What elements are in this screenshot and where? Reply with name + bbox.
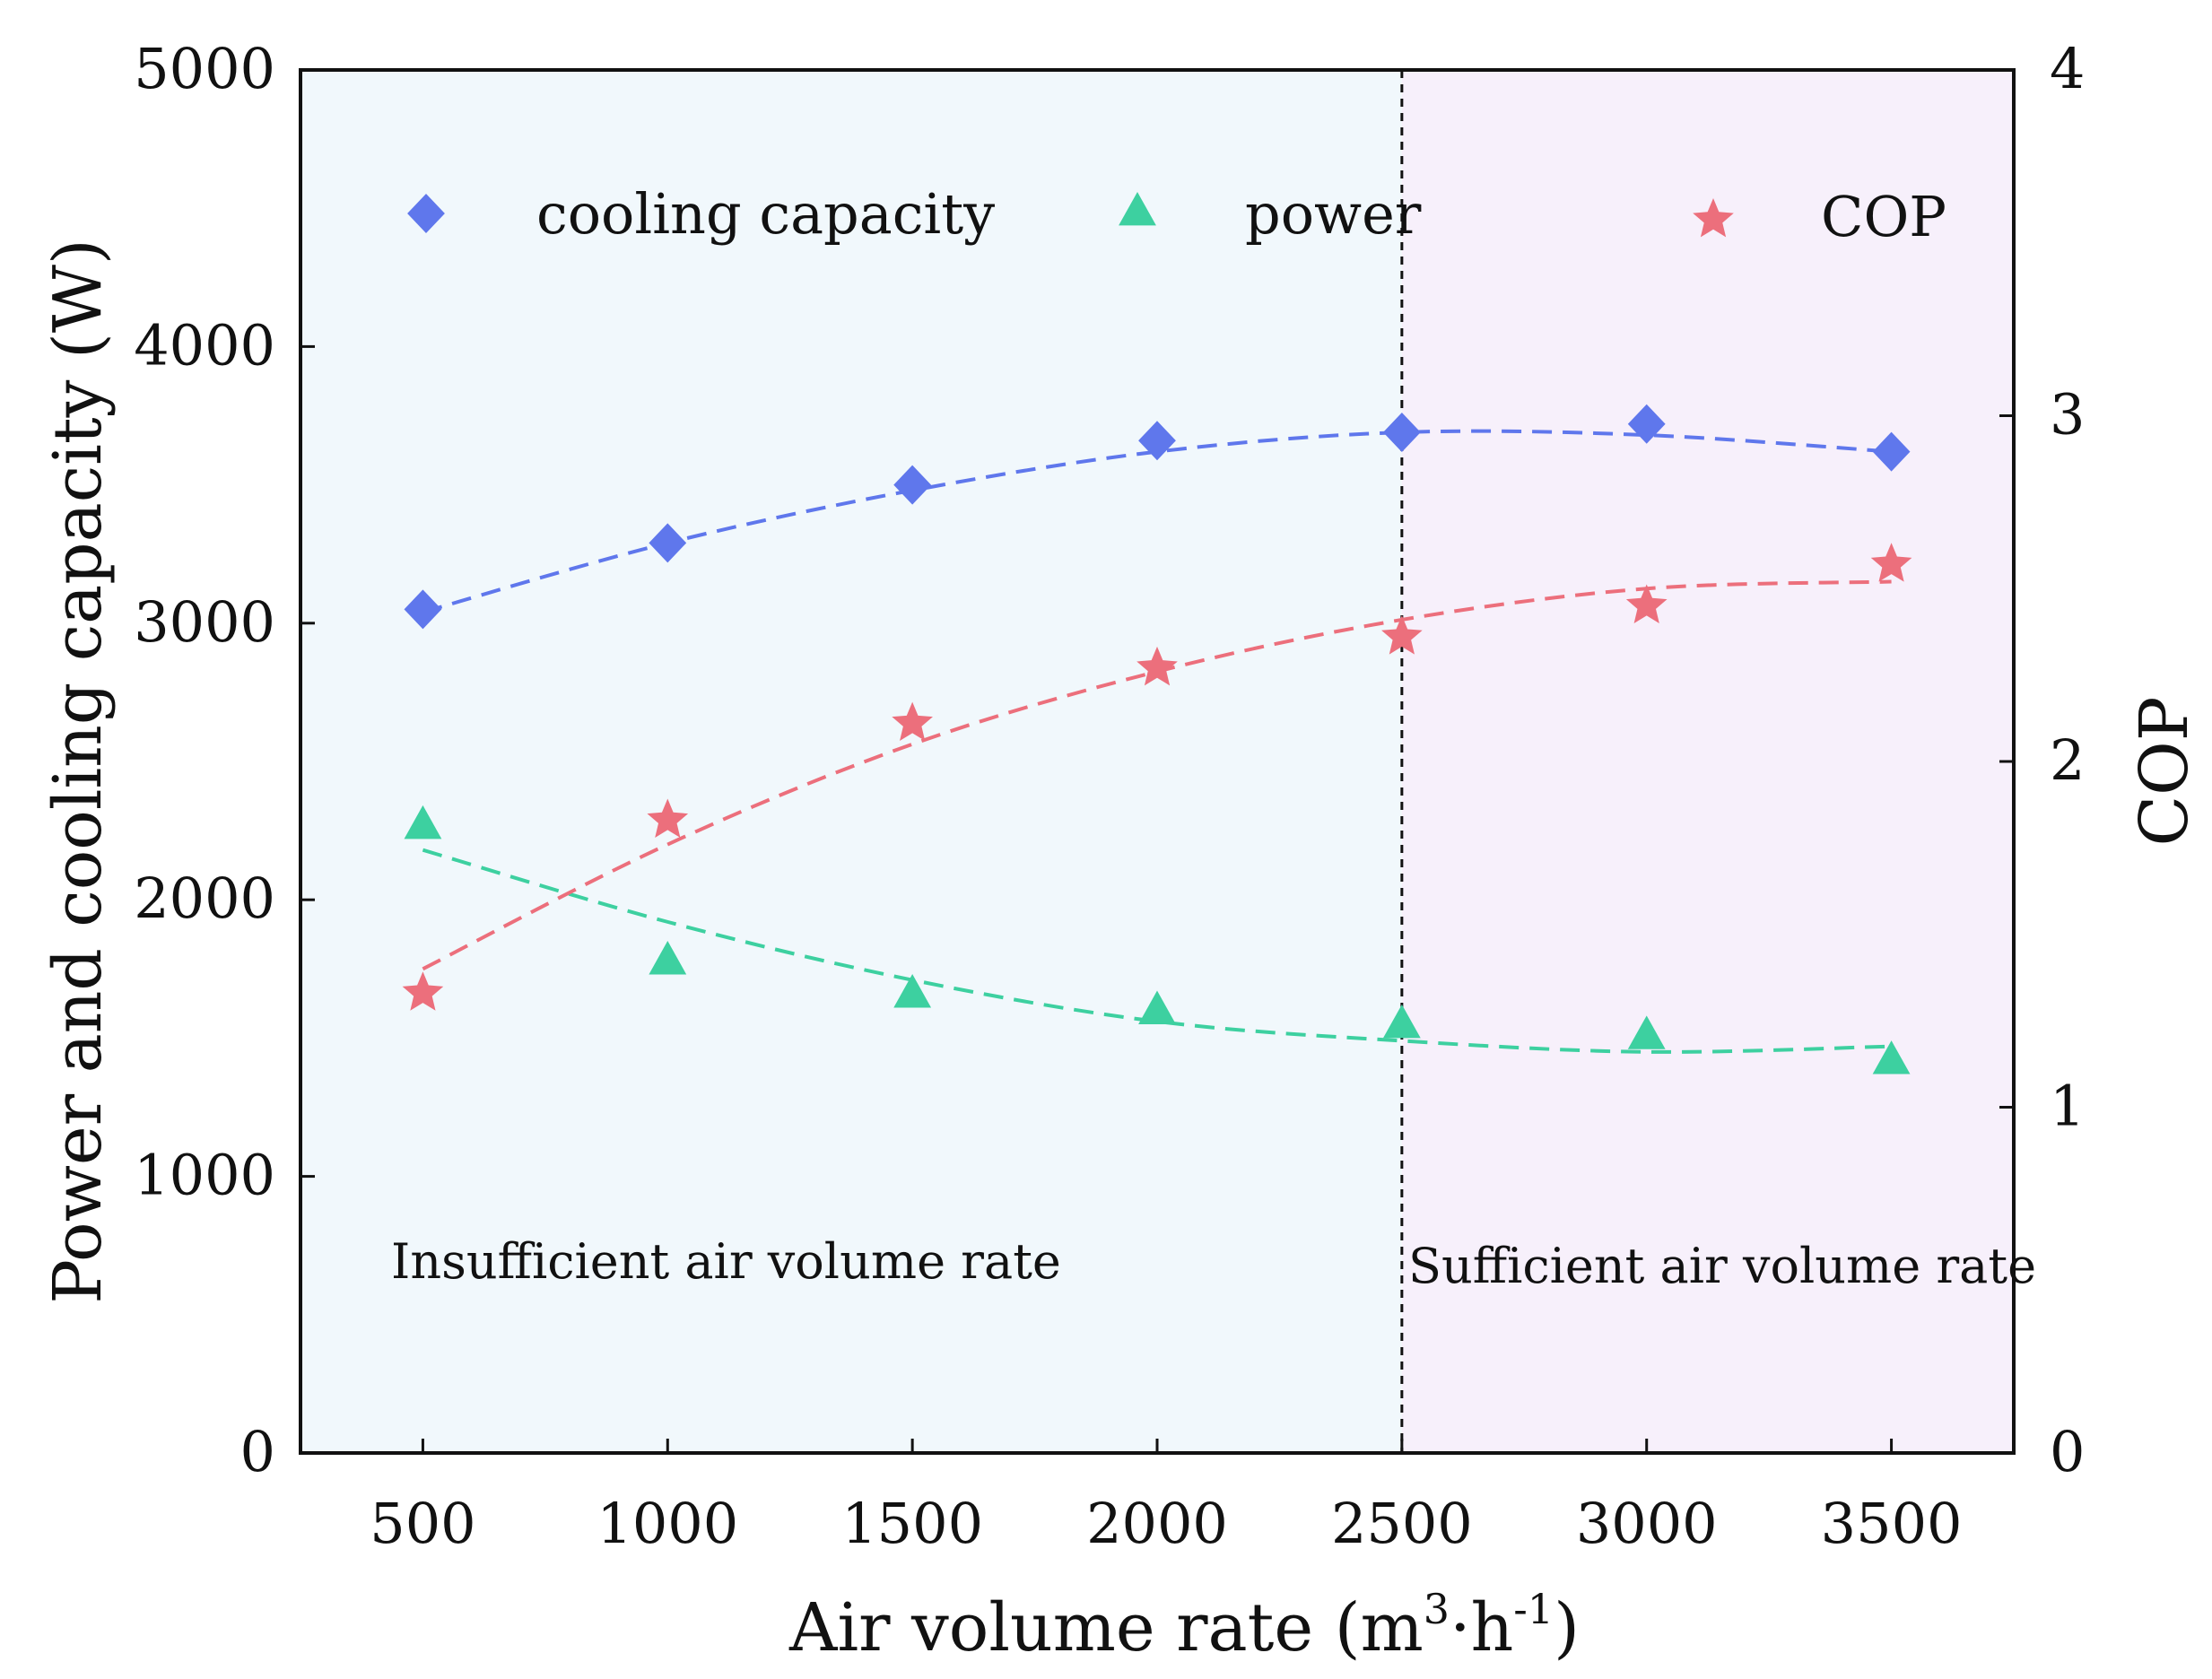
data-point-cop — [892, 701, 933, 742]
data-point-cooling-capacity — [893, 465, 932, 505]
legend: cooling capacity power COP — [407, 181, 1946, 249]
sufficient-region-background — [1401, 70, 2014, 1453]
data-point-cooling-capacity — [1138, 421, 1176, 461]
data-point-power — [404, 805, 442, 840]
data-point-cop — [1870, 543, 1912, 582]
x-tick-label: 3000 — [1576, 1491, 1718, 1556]
data-point-cooling-capacity — [404, 589, 442, 630]
x-tick-label: 1000 — [597, 1491, 738, 1556]
data-point-power — [1382, 1004, 1421, 1039]
right-y-tick-label: 2 — [2050, 727, 2085, 793]
data-point-power — [1138, 990, 1176, 1024]
data-point-cop — [402, 971, 444, 1011]
region-label-insufficient: Insufficient air volume rate — [391, 1233, 1061, 1290]
data-point-cop — [1381, 615, 1423, 655]
legend-label-power: power — [1245, 181, 1422, 247]
fit-line-power — [422, 848, 1892, 1054]
right-y-axis-title: COP — [2126, 696, 2203, 846]
x-tick-label: 3500 — [1821, 1491, 1963, 1556]
data-point-cooling-capacity — [1382, 413, 1421, 453]
right-y-tick-label: 0 — [2050, 1419, 2085, 1484]
x-tick-label: 1500 — [841, 1491, 983, 1556]
data-point-power — [893, 974, 932, 1008]
left-y-tick-label: 5000 — [134, 36, 275, 101]
left-y-tick-label: 1000 — [134, 1143, 275, 1208]
right-y-tick-label: 1 — [2050, 1074, 2085, 1139]
data-point-cop — [1625, 584, 1668, 623]
data-point-power — [1627, 1015, 1666, 1049]
data-markers — [402, 404, 1912, 1074]
left-y-axis-ticks: 0 1000 2000 3000 4000 5000 — [134, 36, 315, 1484]
data-point-cooling-capacity — [1872, 431, 1911, 472]
legend-label-cop: COP — [1821, 184, 1946, 249]
data-point-cop — [647, 798, 689, 838]
left-y-axis-title: Power and cooling capacity (W) — [39, 239, 117, 1304]
x-axis-ticks: 500 1000 1500 2000 2500 3000 3500 — [370, 1439, 1962, 1556]
data-point-cop — [1136, 646, 1178, 686]
legend-marker-power — [1119, 192, 1156, 226]
region-label-sufficient: Sufficient air volume rate — [1408, 1238, 2036, 1294]
right-y-axis-ticks: 0 1 2 3 4 — [1999, 36, 2085, 1484]
legend-marker-cooling-capacity — [407, 194, 445, 233]
left-y-tick-label: 0 — [240, 1419, 275, 1484]
left-y-tick-label: 2000 — [134, 866, 275, 931]
right-y-tick-label: 4 — [2050, 36, 2085, 101]
legend-marker-cop — [1693, 198, 1734, 238]
right-y-tick-label: 3 — [2050, 382, 2085, 448]
data-point-power — [1872, 1040, 1911, 1074]
x-tick-label: 500 — [370, 1491, 475, 1556]
x-tick-label: 2500 — [1331, 1491, 1473, 1556]
insufficient-region-background — [300, 70, 1402, 1453]
data-point-power — [649, 941, 687, 975]
left-y-tick-label: 4000 — [134, 312, 275, 378]
x-axis-title: Air volume rate (m3·h-1) — [788, 1585, 1580, 1666]
data-point-cooling-capacity — [649, 523, 687, 563]
x-tick-label: 2000 — [1086, 1491, 1228, 1556]
data-point-cooling-capacity — [1627, 404, 1666, 444]
legend-label-cooling-capacity: cooling capacity — [536, 181, 995, 247]
left-y-tick-label: 3000 — [134, 589, 275, 655]
